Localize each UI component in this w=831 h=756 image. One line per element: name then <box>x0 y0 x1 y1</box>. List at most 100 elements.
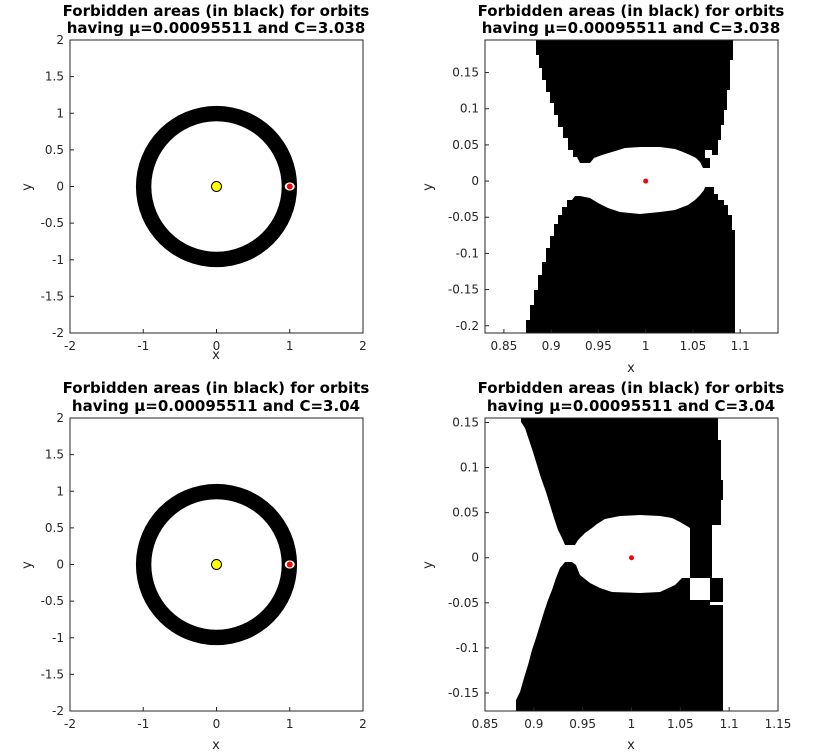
y-tick-label: 0.05 <box>452 506 479 520</box>
panel-3-title-line2: having μ=0.00095511 and C=3.04 <box>72 397 360 415</box>
y-tick-label: -1.5 <box>41 289 64 303</box>
panel-1-marks <box>135 105 298 268</box>
x-tick-label: 1.15 <box>765 717 792 731</box>
panel-4-y-axis-label: y <box>421 561 436 569</box>
y-tick-label: 1.5 <box>45 70 64 84</box>
y-tick-label: -1.5 <box>41 667 64 681</box>
panel-3-x-axis-label: x <box>212 738 220 753</box>
y-tick-label: -0.15 <box>448 283 479 297</box>
x-tick-label: 0.9 <box>524 717 543 731</box>
y-tick-label: 2 <box>56 33 64 47</box>
y-tick-label: 1 <box>56 106 64 120</box>
panel-2-title-line2: having μ=0.00095511 and C=3.038 <box>482 19 781 37</box>
panel-4: Forbidden areas (in black) for orbits ha… <box>421 379 791 753</box>
panel-1-title-line2: having μ=0.00095511 and C=3.038 <box>67 19 366 37</box>
panel-4-forbidden-regions <box>516 418 723 711</box>
panel-1-title-line1: Forbidden areas (in black) for orbits <box>63 2 370 20</box>
panel-3-marks <box>135 483 298 646</box>
panel-4-forbidden-top-region <box>521 418 723 602</box>
y-tick-label: 0.15 <box>452 416 479 430</box>
y-tick-label: 0 <box>471 174 479 188</box>
planet-marker <box>629 555 634 561</box>
y-tick-label: 0.1 <box>460 461 479 475</box>
y-tick-label: -2 <box>52 704 64 718</box>
y-tick-label: -2 <box>52 326 64 340</box>
y-tick-label: 1 <box>56 484 64 498</box>
x-tick-label: -2 <box>64 717 76 731</box>
planet-marker <box>285 182 294 191</box>
x-tick-label: 0 <box>213 717 221 731</box>
y-tick-label: -0.1 <box>456 641 479 655</box>
y-tick-label: 0 <box>56 180 64 194</box>
panel-2-x-ticks: 0.85 0.9 0.95 1 1.05 1.1 <box>491 329 750 353</box>
panel-2-title-line1: Forbidden areas (in black) for orbits <box>478 2 785 20</box>
x-tick-label: 2 <box>359 717 367 731</box>
x-tick-label: 1.1 <box>731 339 750 353</box>
x-tick-label: -2 <box>64 339 76 353</box>
y-tick-label: 1.5 <box>45 448 64 462</box>
x-tick-label: 0 <box>213 339 221 353</box>
panel-4-marks <box>629 555 634 561</box>
y-tick-label: 0.1 <box>460 102 479 116</box>
x-tick-label: -1 <box>137 339 149 353</box>
panel-2: Forbidden areas (in black) for orbits ha… <box>421 2 784 376</box>
panel-1-y-axis-label: y <box>20 183 35 191</box>
x-tick-label: 0.85 <box>491 339 518 353</box>
y-tick-label: 0 <box>56 558 64 572</box>
y-tick-label: -0.05 <box>448 596 479 610</box>
x-tick-label: 1 <box>286 339 294 353</box>
panel-3-y-ticks: -2 -1.5 -1 -0.5 0 0.5 1 1.5 2 <box>41 411 74 718</box>
panel-4-title-line1: Forbidden areas (in black) for orbits <box>478 379 785 397</box>
x-tick-label: 0.85 <box>472 717 499 731</box>
y-tick-label: -1 <box>52 631 64 645</box>
panel-4-x-axis-label: x <box>627 738 635 753</box>
sun-marker <box>211 559 222 570</box>
panel-2-forbidden-bottom-region <box>526 187 735 333</box>
panel-2-marks <box>643 178 649 184</box>
y-tick-label: -0.5 <box>41 594 64 608</box>
panel-2-forbidden-regions <box>526 40 735 333</box>
planet-marker <box>643 178 649 184</box>
panel-2-forbidden-top-region <box>536 40 733 168</box>
panel-4-title-line2: having μ=0.00095511 and C=3.04 <box>487 397 775 415</box>
y-tick-label: 0.5 <box>45 521 64 535</box>
panel-4-x-ticks: 0.85 0.9 0.95 1 1.05 1.1 1.15 <box>472 707 792 731</box>
panel-3: Forbidden areas (in black) for orbits ha… <box>20 379 369 753</box>
y-tick-label: 0.15 <box>452 66 479 80</box>
panel-3-y-axis-label: y <box>20 561 35 569</box>
x-tick-label: 2 <box>359 339 367 353</box>
x-tick-label: 1 <box>628 717 636 731</box>
y-tick-label: 0.05 <box>452 138 479 152</box>
x-tick-label: 0.95 <box>569 717 596 731</box>
x-tick-label: 1.05 <box>667 717 694 731</box>
y-tick-label: -0.15 <box>448 686 479 700</box>
panel-3-x-ticks: -2 -1 0 1 2 <box>64 707 367 731</box>
y-tick-label: 2 <box>56 411 64 425</box>
panel-2-axes-box <box>484 39 779 334</box>
x-tick-label: 1.1 <box>720 717 739 731</box>
panel-1-x-axis-label: x <box>212 348 220 363</box>
y-tick-label: -1 <box>52 253 64 267</box>
y-tick-label: -0.5 <box>41 216 64 230</box>
panel-2-x-axis-label: x <box>627 361 635 376</box>
x-tick-label: 1 <box>286 717 294 731</box>
panel-4-forbidden-bottom-region <box>516 562 723 711</box>
y-tick-label: 0 <box>471 551 479 565</box>
sun-marker <box>211 181 222 192</box>
x-tick-label: 1 <box>642 339 650 353</box>
y-tick-label: 0.5 <box>45 143 64 157</box>
x-tick-label: 0.9 <box>542 339 561 353</box>
y-tick-label: -0.2 <box>456 319 479 333</box>
panel-2-y-axis-label: y <box>421 183 436 191</box>
panel-2-y-ticks: -0.2 -0.15 -0.1 -0.05 0 0.05 0.1 0.15 <box>448 66 489 333</box>
panel-1-x-ticks: -2 -1 0 1 2 <box>64 329 367 353</box>
x-tick-label: -1 <box>137 717 149 731</box>
x-tick-label: 0.95 <box>585 339 612 353</box>
panel-3-title-line1: Forbidden areas (in black) for orbits <box>63 379 370 397</box>
planet-marker <box>285 560 294 569</box>
panel-4-y-ticks: -0.15 -0.1 -0.05 0 0.05 0.1 0.15 <box>448 416 489 700</box>
panel-1: Forbidden areas (in black) for orbits ha… <box>20 2 369 363</box>
x-tick-label: 1.05 <box>680 339 707 353</box>
y-tick-label: -0.05 <box>448 210 479 224</box>
